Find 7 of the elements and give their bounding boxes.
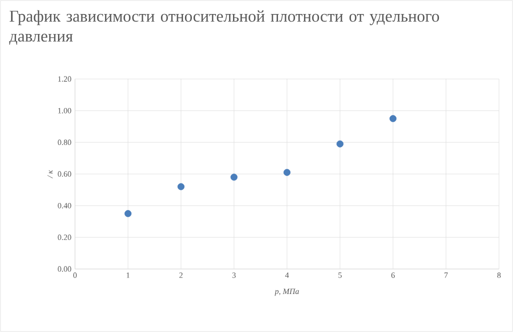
- point: [336, 140, 344, 148]
- point: [178, 183, 184, 190]
- point: [230, 174, 238, 181]
- point: [390, 115, 396, 122]
- point: [124, 210, 132, 218]
- chart-title: График зависимости относительной плотности от удельного давления: [9, 10, 440, 45]
- point: [284, 168, 290, 176]
